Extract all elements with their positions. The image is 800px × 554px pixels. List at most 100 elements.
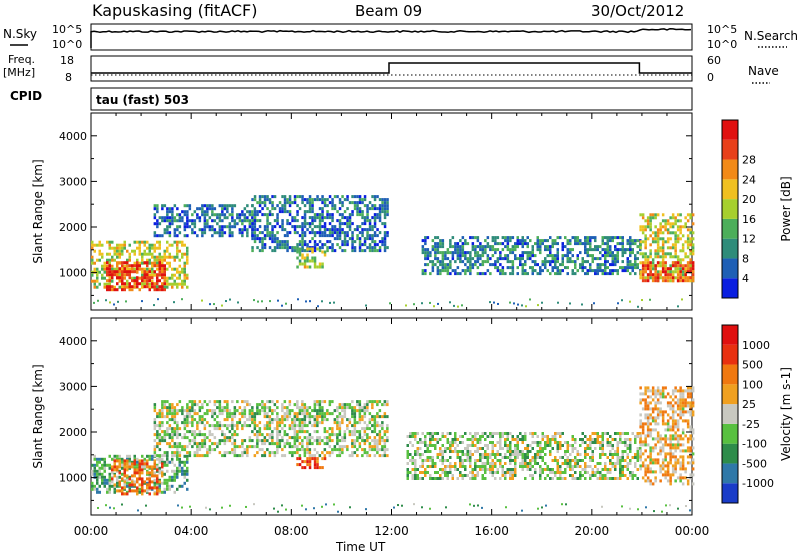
echo-cell (111, 465, 114, 469)
echo-cell (674, 246, 677, 250)
echo-cell (233, 415, 237, 419)
echo-cell (626, 465, 629, 468)
echo-cell (268, 222, 272, 226)
echo-cell (604, 468, 607, 471)
echo-cell (629, 300, 631, 303)
echo-cell (141, 489, 144, 493)
echo-cell (91, 469, 94, 473)
echo-cell (534, 471, 537, 474)
echo-cell (481, 245, 485, 249)
echo-cell (686, 255, 690, 259)
echo-cell (474, 444, 477, 447)
echo-cell (171, 222, 174, 226)
echo-cell (644, 449, 647, 453)
echo-cell (383, 240, 387, 244)
echo-cell (581, 459, 584, 462)
echo-cell (461, 269, 465, 273)
echo-cell (166, 279, 169, 283)
echo-cell (158, 288, 161, 292)
echo-cell (666, 422, 670, 426)
echo-cell (429, 272, 432, 276)
echo-cell (476, 438, 479, 441)
echo-cell (686, 213, 690, 217)
echo-cell (371, 430, 374, 434)
echo-cells (91, 386, 695, 496)
echo-cell (526, 272, 529, 276)
echo-cell (619, 474, 622, 477)
echo-cell (554, 435, 557, 438)
echo-cell (213, 403, 217, 407)
echo-cell (203, 219, 207, 223)
echo-cell (536, 444, 539, 447)
echo-cell (511, 438, 514, 441)
echo-cell (546, 260, 549, 264)
echo-cell (474, 459, 477, 462)
echo-cell (446, 477, 449, 480)
echo-cell (341, 403, 344, 407)
echo-cell (376, 439, 379, 443)
echo-cell (656, 279, 660, 283)
echo-cell (248, 436, 252, 440)
echo-cell (166, 207, 169, 211)
echo-cell (358, 213, 362, 217)
echo-cell (153, 282, 156, 286)
echo-cell (148, 486, 151, 490)
echo-cell (246, 216, 249, 220)
echo-cell (163, 463, 166, 467)
echo-cell (669, 255, 672, 259)
echo-cell (253, 219, 257, 223)
echo-cell (368, 234, 372, 238)
echo-cell (636, 447, 639, 450)
echo-cell (116, 255, 119, 259)
echo-cell (106, 490, 109, 494)
echo-cell (258, 204, 262, 208)
echo-cell (444, 459, 447, 462)
echo-cell (644, 470, 647, 474)
echo-cell (158, 478, 161, 482)
echo-cell (689, 264, 692, 268)
echo-cell (469, 453, 472, 456)
echo-cell (501, 248, 505, 252)
echo-cell (434, 432, 437, 435)
echo-cell (93, 484, 96, 488)
echo-cell (499, 254, 502, 258)
echo-cell (213, 412, 217, 416)
echo-cell (276, 424, 279, 428)
echo-cell (591, 471, 594, 474)
echo-cell (136, 466, 139, 470)
echo-cell (263, 237, 267, 241)
echo-cell (253, 240, 257, 244)
echo-cell (166, 267, 169, 271)
echo-cell (263, 403, 267, 407)
echo-cell (509, 468, 512, 471)
echo-cell (181, 255, 184, 259)
echo-cell (689, 240, 692, 244)
echo-cell (624, 269, 627, 273)
echo-cell (386, 400, 389, 404)
echo-cell (446, 438, 449, 441)
echo-cell (181, 282, 184, 286)
echo-cell (318, 415, 322, 419)
echo-cell (121, 264, 124, 268)
echo-cell (253, 207, 257, 211)
echo-cell (464, 474, 467, 477)
echo-cell (178, 270, 181, 274)
echo-cell (649, 470, 652, 474)
echo-cell (131, 483, 134, 487)
echo-cell (261, 201, 264, 205)
echo-cell (431, 462, 434, 465)
echo-cell (303, 204, 307, 208)
echo-cell (664, 428, 667, 432)
echo-cell (341, 228, 344, 232)
echo-cell (218, 421, 222, 425)
echo-cell (316, 436, 319, 440)
echo-cell (333, 448, 337, 452)
echo-cell (106, 478, 109, 482)
echo-cell (368, 436, 372, 440)
echo-cell (556, 477, 559, 480)
echo-cell (431, 438, 434, 441)
echo-cell (163, 430, 167, 434)
echo-cell (258, 433, 262, 437)
echo-cell (676, 264, 680, 268)
echo-cell (661, 416, 665, 420)
